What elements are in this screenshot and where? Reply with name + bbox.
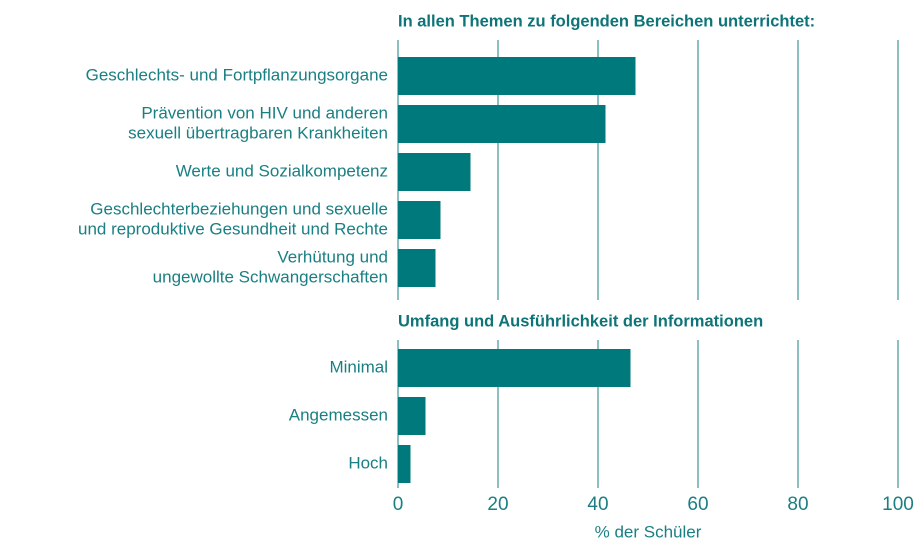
bar — [398, 349, 631, 387]
bar — [398, 105, 606, 143]
bar — [398, 153, 471, 191]
bar — [398, 201, 441, 239]
x-tick-label: 40 — [587, 494, 608, 515]
x-tick-label: 60 — [687, 494, 708, 515]
category-label: Angemessen — [289, 405, 388, 424]
category-label: Geschlechts- und Fortpflanzungsorgane — [86, 65, 388, 84]
x-tick-label: 80 — [787, 494, 808, 515]
bar — [398, 57, 636, 95]
category-label: ungewollte Schwangerschaften — [153, 267, 388, 286]
x-tick-label: 0 — [393, 494, 404, 515]
x-tick-label: 100 — [882, 494, 914, 515]
category-label: Verhütung und — [277, 247, 388, 266]
category-label: und reproduktive Gesundheit und Rechte — [78, 219, 388, 238]
category-label: sexuell übertragbaren Krankheiten — [128, 123, 388, 142]
bar — [398, 249, 436, 287]
x-tick-label: 20 — [487, 494, 508, 515]
bar — [398, 397, 426, 435]
group-title: Umfang und Ausführlichkeit der Informati… — [398, 312, 763, 330]
category-label: Hoch — [348, 453, 388, 472]
category-label: Werte und Sozialkompetenz — [176, 161, 388, 180]
x-axis-label: % der Schüler — [595, 522, 702, 541]
category-label: Prävention von HIV und anderen — [141, 103, 388, 122]
bar — [398, 445, 411, 483]
category-label: Geschlechterbeziehungen und sexuelle — [90, 199, 388, 218]
category-label: Minimal — [329, 357, 388, 376]
group-title: In allen Themen zu folgenden Bereichen u… — [398, 12, 815, 30]
